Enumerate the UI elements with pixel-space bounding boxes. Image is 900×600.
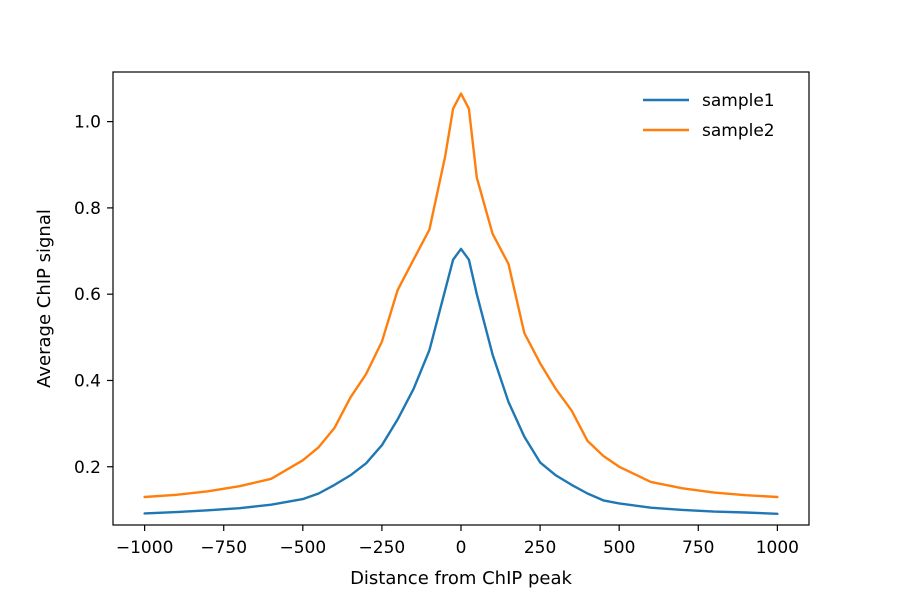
x-axis-ticks: −1000 −750 −500 −250 0 250 500 750 1000: [116, 525, 799, 558]
y-tick-label: 0.4: [74, 371, 101, 391]
legend-label-sample1: sample1: [702, 91, 775, 111]
plot-area: [143, 92, 779, 515]
x-tick-label: 250: [524, 538, 556, 558]
y-tick-label: 0.2: [74, 458, 101, 478]
x-tick-label: 750: [682, 538, 714, 558]
y-axis-label: Average ChIP signal: [34, 209, 55, 388]
x-tick-label: −1000: [116, 538, 174, 558]
x-tick-label: −250: [359, 538, 406, 558]
x-axis-label: Distance from ChIP peak: [350, 568, 572, 589]
y-tick-label: 0.8: [74, 199, 101, 219]
y-tick-label: 1.0: [74, 113, 101, 133]
legend-label-sample2: sample2: [702, 121, 775, 141]
y-axis-ticks: 0.2 0.4 0.6 0.8 1.0: [74, 113, 113, 478]
series-line-sample2: [143, 92, 779, 499]
x-tick-label: 500: [603, 538, 635, 558]
series-line-sample1: [143, 247, 779, 515]
x-tick-label: 0: [456, 538, 467, 558]
x-tick-label: −500: [279, 538, 326, 558]
x-tick-label: −750: [200, 538, 247, 558]
legend: sample1 sample2: [643, 91, 775, 141]
y-tick-label: 0.6: [74, 285, 101, 305]
axes-frame: [112, 71, 810, 526]
x-tick-label: 1000: [756, 538, 799, 558]
